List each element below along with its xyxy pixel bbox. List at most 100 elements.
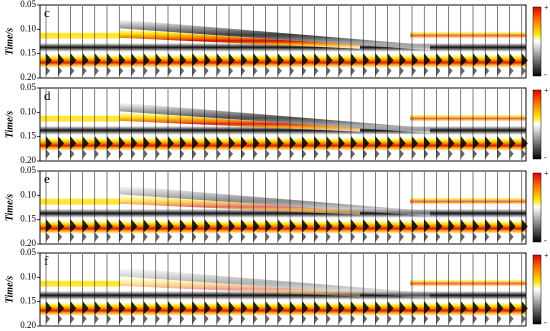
trace-peak xyxy=(70,314,75,324)
trace-peak xyxy=(277,301,284,315)
trace-peak xyxy=(229,53,235,67)
trace-peak xyxy=(107,232,111,242)
trace-peak xyxy=(375,136,382,150)
flat-left xyxy=(40,198,120,205)
trace-peak xyxy=(521,301,528,315)
trace-peak xyxy=(509,66,514,76)
trace-peak xyxy=(241,66,246,76)
trace-peak xyxy=(338,149,343,159)
y-tick-label: 0.15 xyxy=(20,131,36,141)
trace-peak xyxy=(351,301,357,315)
trace-peak xyxy=(277,136,284,150)
trace-peak xyxy=(497,219,504,233)
trace-peak xyxy=(229,66,233,76)
trace-peak xyxy=(58,314,63,324)
trace-peak xyxy=(521,219,528,233)
trace-peak xyxy=(107,219,113,233)
trace-peak xyxy=(58,149,63,159)
trace-peak xyxy=(46,219,52,233)
trace-peak xyxy=(399,314,404,324)
trace-peak xyxy=(265,136,272,150)
trace-peak xyxy=(521,136,528,150)
trace-peak xyxy=(70,66,75,76)
trace-peak xyxy=(448,149,453,159)
trace-peak xyxy=(460,301,467,315)
flat-right xyxy=(410,197,526,205)
trace-peak xyxy=(46,66,50,76)
trace-peak xyxy=(229,314,233,324)
trace-peak xyxy=(241,219,248,233)
trace-peak xyxy=(58,136,65,150)
trace-peak xyxy=(485,136,492,150)
trace-peak xyxy=(326,219,333,233)
trace-peak xyxy=(399,136,406,150)
trace-peak xyxy=(290,314,294,324)
trace-peak xyxy=(290,136,296,150)
trace-peak xyxy=(436,149,441,159)
trace-peak xyxy=(143,149,148,159)
flat-left xyxy=(40,280,120,287)
trace-peak xyxy=(363,219,370,233)
trace-peak xyxy=(521,232,526,242)
trace-peak xyxy=(497,232,502,242)
trace-peak xyxy=(216,149,221,159)
trace-peak xyxy=(448,232,453,242)
flat-right xyxy=(410,114,526,122)
trace-peak xyxy=(107,301,113,315)
trace-peak xyxy=(399,219,406,233)
trace-peak xyxy=(277,219,284,233)
panel: 0.05 0.10 0.15 0.20 Time/s d + - xyxy=(4,82,549,165)
trace-peak xyxy=(363,232,368,242)
trace-peak xyxy=(180,314,185,324)
trace-peak xyxy=(314,66,319,76)
trace-peak xyxy=(460,232,465,242)
colorbar-max: + xyxy=(544,86,549,95)
trace-peak xyxy=(485,66,490,76)
trace-peak xyxy=(497,314,502,324)
trace-peak xyxy=(168,149,172,159)
trace-peak xyxy=(204,136,211,150)
trace-peak xyxy=(375,314,380,324)
trace-peak xyxy=(168,314,172,324)
trace-peak xyxy=(241,53,248,67)
trace-peak xyxy=(155,136,162,150)
dip-gray xyxy=(120,185,430,217)
trace-peak xyxy=(58,66,63,76)
trace-peak xyxy=(143,301,150,315)
trace-peak xyxy=(363,149,368,159)
panel-label: e xyxy=(44,171,50,186)
reflector-dark xyxy=(40,208,526,218)
trace-peak xyxy=(107,53,113,67)
trace-peak xyxy=(277,314,282,324)
trace-peak xyxy=(473,219,479,233)
trace-peak xyxy=(448,301,455,315)
colorbar-min: - xyxy=(544,318,547,327)
trace-peak xyxy=(82,232,87,242)
trace-peak xyxy=(143,66,148,76)
trace-peak xyxy=(241,301,248,315)
trace-peak xyxy=(448,219,455,233)
colorbar xyxy=(532,254,542,325)
trace-peak xyxy=(399,149,404,159)
trace-peak xyxy=(131,314,136,324)
trace-peak xyxy=(180,219,187,233)
trace-peak xyxy=(46,232,50,242)
trace-peak xyxy=(46,149,50,159)
trace-peak xyxy=(70,136,77,150)
dip-gray xyxy=(120,102,430,134)
trace-peak xyxy=(375,232,380,242)
trace-peak xyxy=(216,219,223,233)
trace-peak xyxy=(119,314,124,324)
panel-label: d xyxy=(44,88,51,103)
colorbar xyxy=(532,89,542,160)
trace-peak xyxy=(204,53,211,67)
y-tick-label: 0.15 xyxy=(20,296,36,306)
flat-left xyxy=(40,32,120,39)
trace-peak xyxy=(229,219,235,233)
trace-peak xyxy=(399,232,404,242)
trace-peak xyxy=(131,301,138,315)
panel: 0.05 0.10 0.15 0.20 Time/s c + - xyxy=(4,0,549,82)
trace-peak xyxy=(253,149,258,159)
trace-peak xyxy=(277,232,282,242)
